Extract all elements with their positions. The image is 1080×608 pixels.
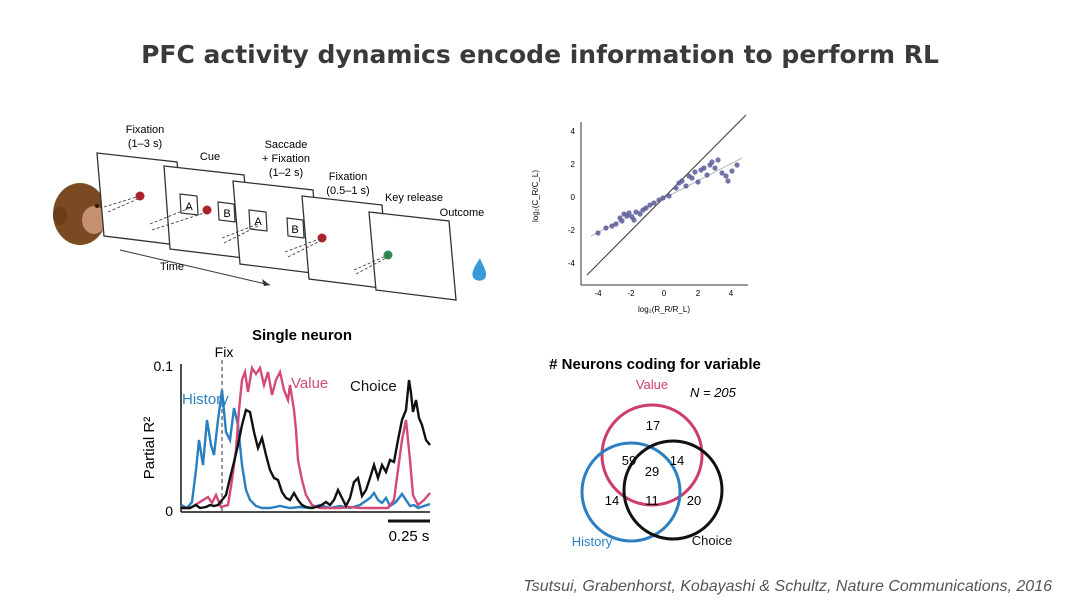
scatter-point bbox=[725, 178, 731, 184]
scatter-point bbox=[679, 178, 685, 184]
scatter-ytick: -2 bbox=[568, 226, 576, 235]
scatter-point bbox=[626, 210, 632, 216]
scatter-plot: -4 -2 0 2 4 4 2 0 -2 -4 log₂(C_R/C_L) log₂(R_R/R_… bbox=[531, 114, 748, 314]
scatter-point bbox=[719, 170, 725, 176]
scatter-point bbox=[704, 172, 710, 178]
water-drop-icon bbox=[472, 258, 487, 281]
choice-trace bbox=[181, 379, 431, 510]
scatter-point bbox=[729, 168, 735, 174]
neuron-plot: Single neuron 0.1 0 Partial R² Fix Histo… bbox=[141, 327, 431, 545]
time-arrow bbox=[119, 249, 271, 286]
label-fixation2: Fixation (0.5–1 s) bbox=[326, 171, 369, 197]
legend-history: History bbox=[182, 391, 229, 408]
scatter-xtick: -2 bbox=[627, 289, 635, 298]
scatter-point bbox=[643, 205, 649, 211]
scatter-point bbox=[666, 193, 672, 199]
neuron-ytick-top: 0.1 bbox=[154, 358, 174, 374]
venn-circle-value bbox=[600, 403, 704, 507]
scatter-points bbox=[595, 157, 740, 236]
option-a-cue: A bbox=[185, 201, 193, 213]
screen-outcome bbox=[368, 211, 457, 301]
cue-fixation-dot bbox=[202, 205, 212, 215]
label-cue: Cue bbox=[200, 151, 220, 163]
venn-circle-history bbox=[580, 441, 682, 543]
venn-diagram: # Neurons coding for variable N = 205 Va… bbox=[549, 356, 761, 549]
scatter-xtick: 2 bbox=[696, 289, 701, 298]
scatter-point bbox=[613, 221, 619, 227]
label-outcome: Outcome bbox=[440, 207, 485, 219]
venn-n-label: N = 205 bbox=[690, 385, 737, 400]
scatter-point bbox=[637, 211, 643, 217]
count-value-only: 17 bbox=[646, 418, 660, 433]
option-b-cue: B bbox=[223, 208, 230, 220]
option-b-saccade: B bbox=[291, 224, 298, 236]
scatter-point bbox=[619, 218, 625, 224]
scatter-point bbox=[651, 200, 657, 206]
scatter-point bbox=[660, 195, 666, 201]
venn-label-choice: Choice bbox=[692, 533, 732, 548]
legend-value: Value bbox=[291, 375, 328, 392]
scatter-point bbox=[689, 175, 695, 181]
label-fixation: Fixation (1–3 s) bbox=[126, 124, 165, 150]
scatter-point bbox=[695, 179, 701, 185]
scatter-point bbox=[609, 223, 615, 229]
scatter-point bbox=[631, 217, 637, 223]
scatter-xlabel: log₂(R_R/R_L) bbox=[638, 305, 690, 314]
option-a-saccade: A bbox=[254, 216, 262, 228]
value-trace bbox=[181, 364, 431, 510]
scatter-point bbox=[734, 162, 740, 168]
scatter-xtick: -4 bbox=[594, 289, 602, 298]
fixation2-dot bbox=[317, 233, 327, 243]
scatter-point bbox=[692, 169, 698, 175]
scatter-ytick: 4 bbox=[571, 127, 576, 136]
fix-label: Fix bbox=[215, 344, 234, 360]
history-trace bbox=[180, 389, 431, 510]
label-saccade: Saccade + Fixation (1–2 s) bbox=[262, 139, 310, 179]
scale-bar-label: 0.25 s bbox=[389, 528, 430, 545]
time-label: Time bbox=[160, 261, 184, 273]
scatter-ticks: -4 -2 0 2 4 4 2 0 -2 -4 bbox=[568, 127, 734, 298]
task-schematic: A B A B bbox=[53, 124, 487, 301]
scatter-point bbox=[673, 185, 679, 191]
scatter-point bbox=[656, 197, 662, 203]
scatter-point bbox=[683, 183, 689, 189]
slide-title: PFC activity dynamics encode information… bbox=[141, 40, 939, 69]
scatter-xtick: 4 bbox=[729, 289, 734, 298]
monkey-head-icon bbox=[53, 183, 107, 245]
label-key-release: Key release bbox=[385, 192, 443, 204]
scatter-point bbox=[603, 225, 609, 231]
scatter-point bbox=[595, 230, 601, 236]
scatter-ytick: 0 bbox=[571, 193, 576, 202]
scatter-point bbox=[712, 165, 718, 171]
venn-label-history: History bbox=[572, 534, 613, 549]
neuron-title: Single neuron bbox=[252, 327, 352, 344]
legend-choice: Choice bbox=[350, 378, 397, 395]
identity-line bbox=[586, 114, 747, 276]
scatter-ytick: -4 bbox=[568, 259, 576, 268]
neuron-ylabel: Partial R² bbox=[141, 417, 158, 480]
count-choice-only: 20 bbox=[687, 493, 701, 508]
count-history-choice: 11 bbox=[645, 493, 659, 508]
gaze-lines bbox=[103, 195, 389, 275]
citation: Tsutsui, Grabenhorst, Kobayashi & Schult… bbox=[523, 578, 1052, 595]
count-value-choice: 14 bbox=[670, 453, 684, 468]
count-all: 29 bbox=[645, 464, 659, 479]
scatter-xtick: 0 bbox=[662, 289, 667, 298]
count-history-only: 14 bbox=[605, 493, 619, 508]
venn-title: # Neurons coding for variable bbox=[549, 356, 761, 373]
scatter-point bbox=[715, 157, 721, 163]
scatter-point bbox=[633, 209, 639, 215]
scatter-point bbox=[709, 159, 715, 165]
count-value-history: 59 bbox=[622, 453, 636, 468]
scatter-point bbox=[701, 165, 707, 171]
scatter-ylabel: log₂(C_R/C_L) bbox=[531, 170, 540, 222]
scatter-point bbox=[723, 173, 729, 179]
scatter-point bbox=[647, 202, 653, 208]
venn-circle-choice bbox=[622, 439, 724, 541]
neuron-ytick-zero: 0 bbox=[165, 503, 173, 519]
scatter-ytick: 2 bbox=[571, 160, 576, 169]
venn-label-value: Value bbox=[636, 377, 668, 392]
